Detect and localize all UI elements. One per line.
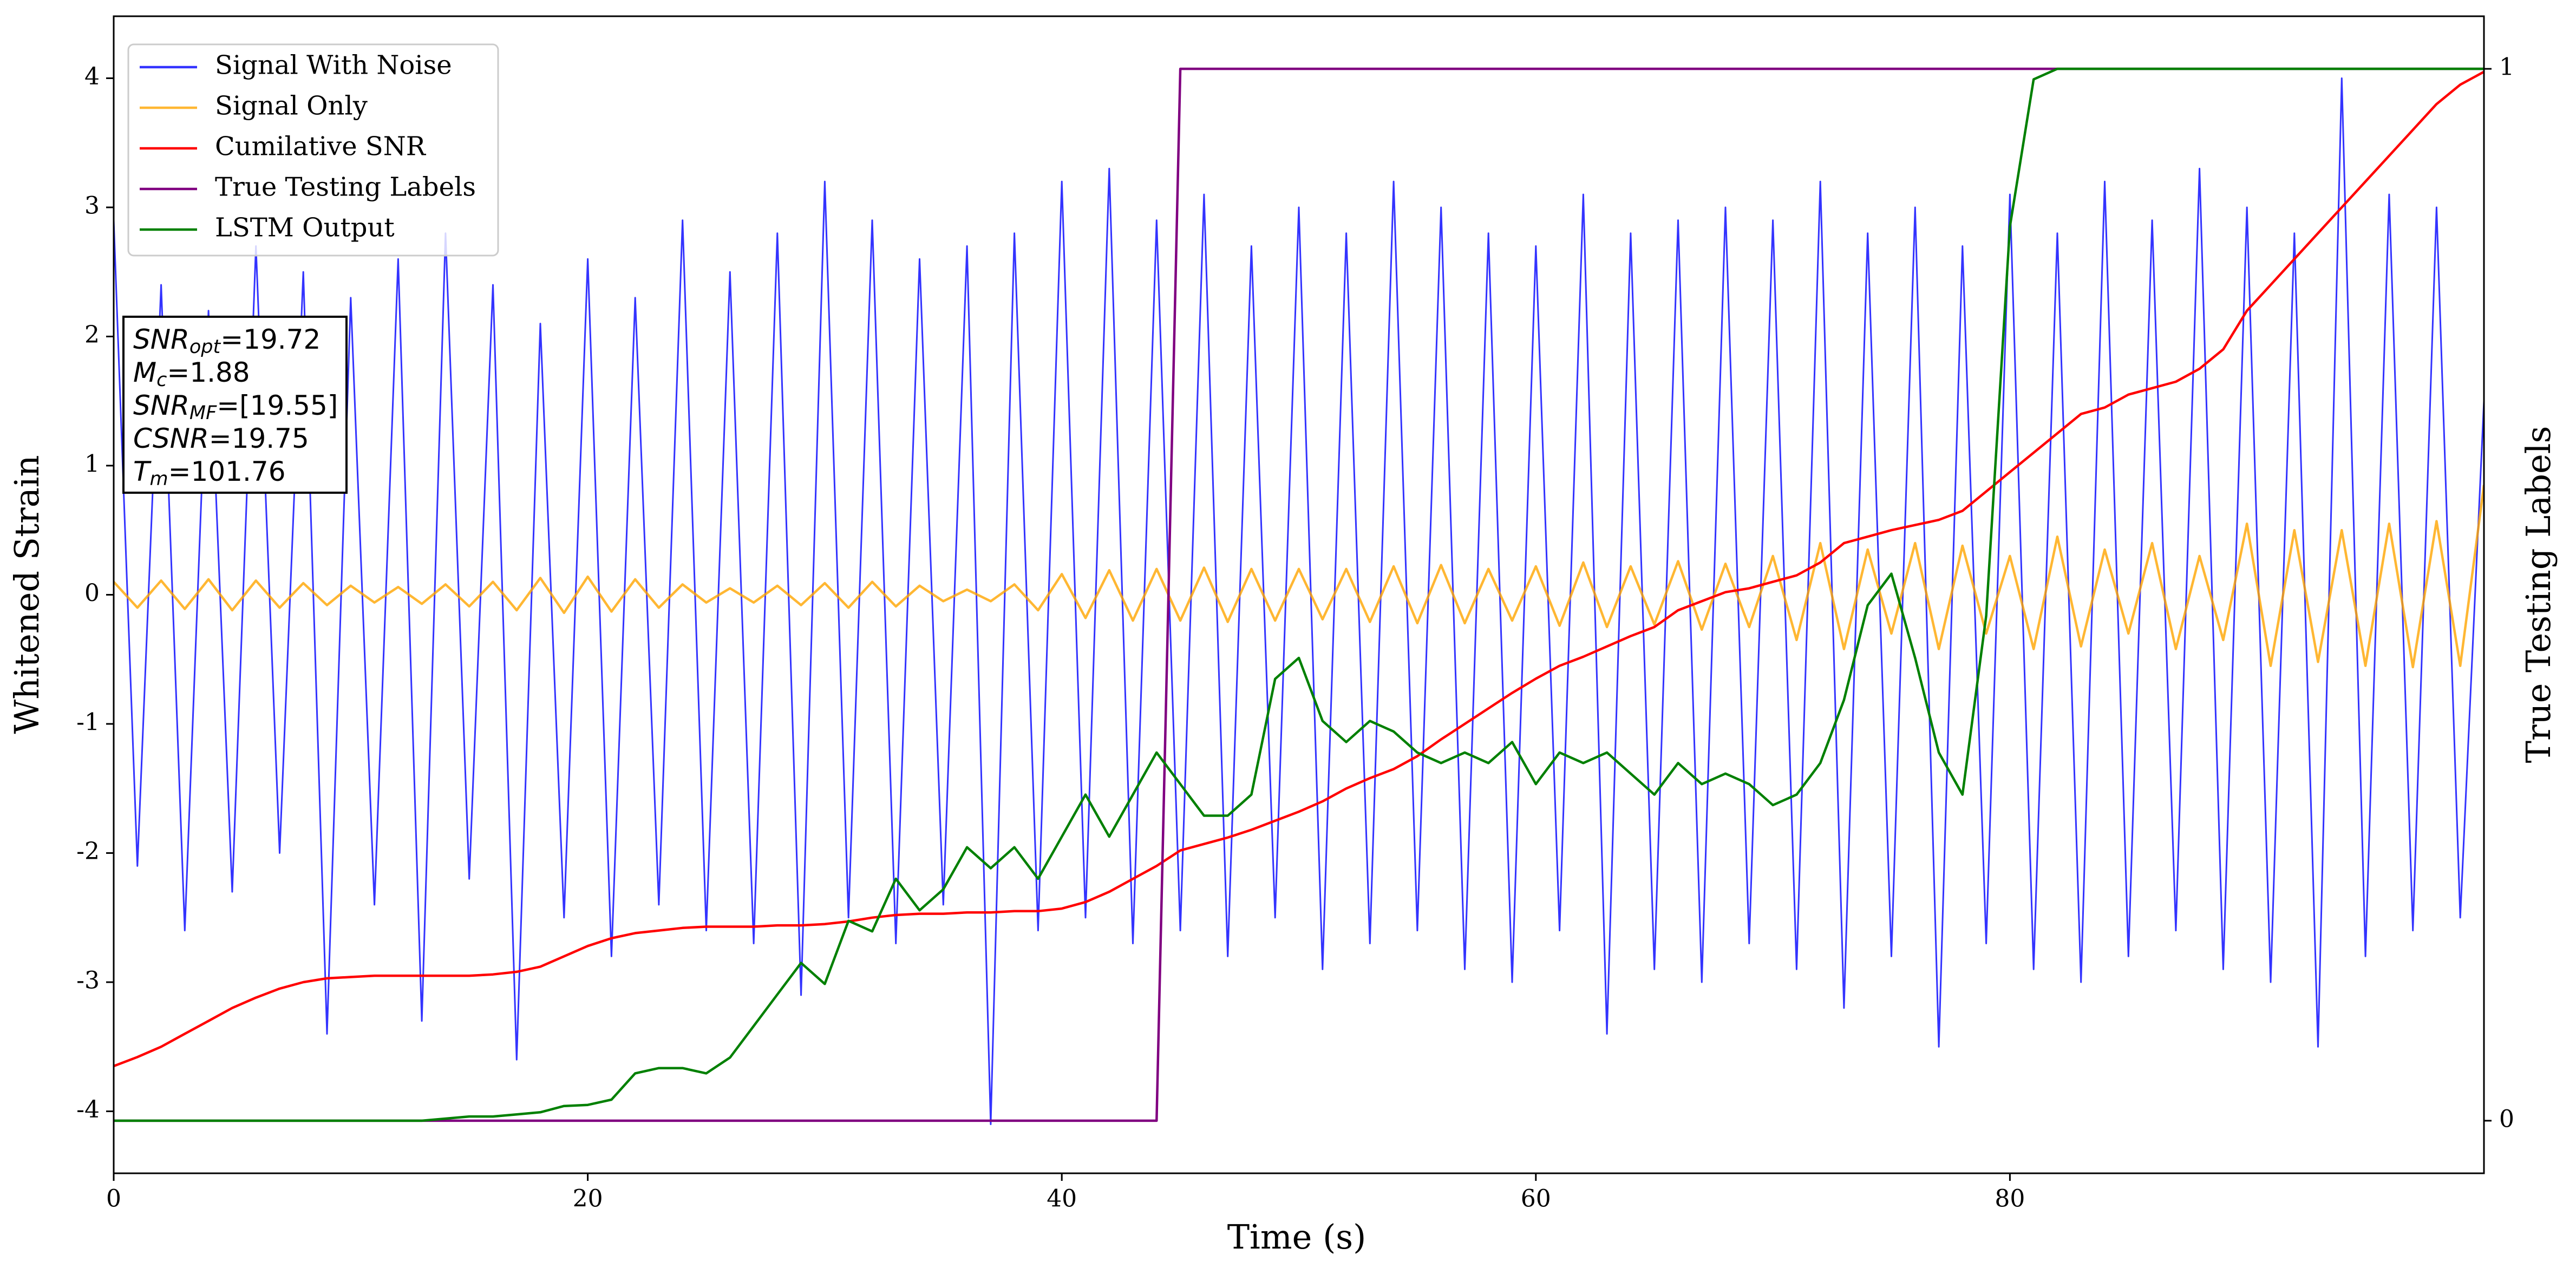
series-line [114, 485, 2484, 669]
legend-label: Signal With Noise [215, 50, 452, 81]
legend-label: Cumilative SNR [215, 132, 427, 162]
y-tick-label: 1 [84, 450, 100, 478]
annotation-value: =101.76 [168, 456, 286, 487]
series-line [114, 67, 2484, 1122]
x-tick-label: 60 [1521, 1185, 1551, 1213]
x-axis-label: Time (s) [1227, 1217, 1367, 1257]
series-line [114, 77, 2484, 1125]
y-axis-label: Whitened Strain [7, 455, 47, 734]
annotation-subscript: c [156, 369, 167, 391]
y-tick-label: -2 [76, 838, 100, 865]
y-tick-label: 3 [84, 192, 100, 219]
legend-label: True Testing Labels [215, 172, 476, 202]
y-tick-label: 4 [84, 63, 100, 90]
y2-tick-label: 1 [2499, 54, 2514, 81]
x-tick-label: 80 [1995, 1185, 2025, 1213]
series-line [114, 70, 2484, 1068]
y2-axis-label: True Testing Labels [2519, 426, 2558, 763]
annotation-subscript: opt [189, 336, 221, 358]
y-tick-label: 0 [84, 579, 100, 607]
annotation-symbol: CSNR [133, 423, 209, 454]
plot-frame [113, 15, 2485, 1174]
annotation: CSNR=19.75 [133, 423, 309, 454]
annotation-value: =19.75 [209, 423, 309, 454]
y-tick-label: -3 [76, 967, 100, 995]
annotation-symbol: M [133, 357, 156, 388]
annotation-symbol: SNR [133, 324, 189, 355]
annotation: Tm=101.76 [133, 456, 286, 491]
x-tick-label: 0 [106, 1185, 121, 1213]
x-tick-label: 40 [1047, 1185, 1077, 1213]
y-tick-label: 2 [84, 321, 100, 349]
x-tick-label: 20 [573, 1185, 603, 1213]
y2-tick-label: 0 [2499, 1105, 2514, 1133]
legend-label: Signal Only [215, 91, 368, 121]
annotation-value: =[19.55] [217, 390, 338, 421]
legend-box [127, 43, 499, 257]
annotation-subscript: MF [189, 402, 217, 424]
annotation: SNRMF=[19.55] [133, 390, 338, 424]
annotation-value: =1.88 [167, 357, 250, 388]
annotation-subscript: m [150, 468, 168, 490]
annotation-symbol: T [133, 456, 152, 487]
y-tick-label: -4 [76, 1096, 100, 1123]
legend-label: LSTM Output [215, 213, 395, 243]
y-tick-label: -1 [76, 709, 100, 736]
annotation-box [122, 316, 348, 494]
annotation-value: =19.72 [220, 324, 321, 355]
annotation-symbol: SNR [133, 390, 189, 421]
annotation: Mc=1.88 [133, 357, 250, 391]
annotation: SNRopt=19.72 [133, 324, 321, 358]
